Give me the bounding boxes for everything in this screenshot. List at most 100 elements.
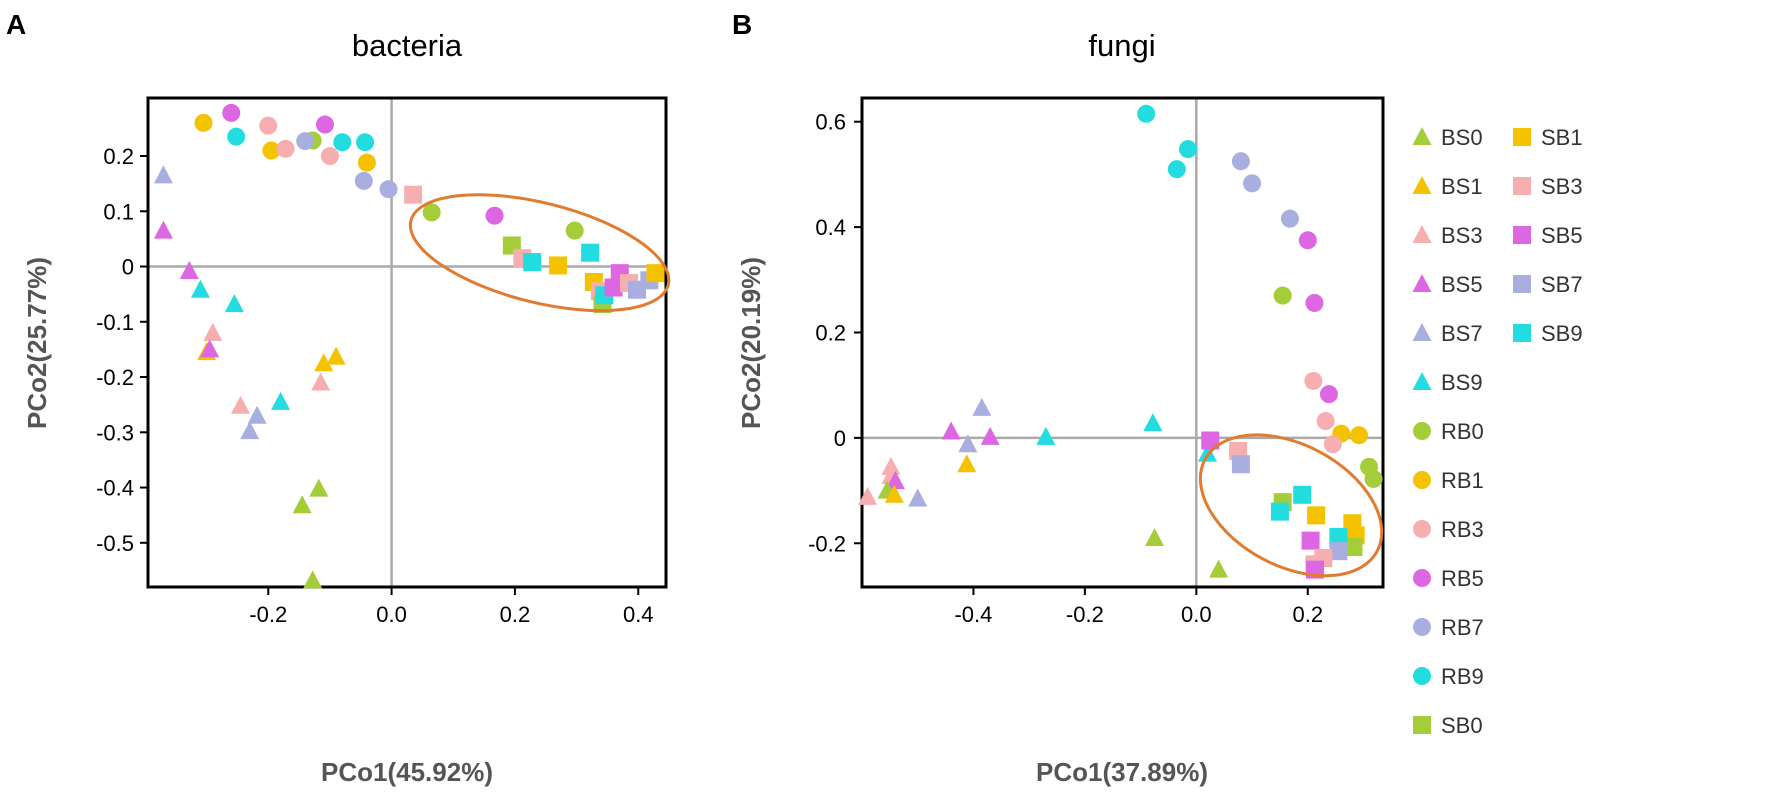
legend-label: BS1 [1441, 174, 1483, 199]
data-point-triangle [1197, 443, 1217, 462]
data-point-circle [222, 103, 241, 122]
x-axis-label-bacteria: PCo1(45.92%) [321, 757, 493, 787]
data-point-triangle [153, 165, 173, 184]
data-point-triangle [1143, 413, 1163, 432]
legend-item: RB7 [1413, 615, 1484, 640]
data-point-triangle [941, 421, 961, 440]
chart-title-bacteria: bacteria [352, 28, 463, 63]
data-point-triangle [292, 495, 312, 514]
legend-item: BS3 [1412, 223, 1483, 248]
data-point-circle [356, 133, 375, 152]
data-point-square [1231, 455, 1250, 474]
data-point-circle [1298, 231, 1317, 250]
data-point-square [1270, 502, 1289, 521]
data-point-triangle [1209, 559, 1229, 578]
cluster-ellipse [1198, 433, 1384, 578]
plot-frame [146, 96, 668, 589]
legend-label: BS3 [1441, 223, 1483, 248]
data-point-square [1301, 531, 1320, 550]
legend-label: BS5 [1441, 272, 1483, 297]
legend-marker-triangle [1412, 176, 1432, 194]
y-tick-label: -0.3 [96, 420, 134, 445]
plot-area-fungi: -0.4 -0.2 0.0 0.2 0.6 0.4 0.2 0 -0.2 [808, 96, 1385, 627]
legend: BS0 SB1 BS1 SB3 BS3 SB5 BS5 SB7 BS7 SB9 BS9 RB0 RB1 R… [1412, 125, 1583, 738]
legend-item: BS1 [1412, 174, 1483, 199]
data-point-circle [296, 132, 315, 151]
panel-letter-b: B [732, 9, 752, 40]
data-point-triangle [1036, 426, 1056, 445]
data-point-circle [1304, 371, 1323, 390]
legend-marker-triangle [1412, 372, 1432, 390]
data-point-triangle [271, 391, 291, 410]
y-tick-label: 0.2 [103, 144, 134, 169]
y-tick-label: 0.6 [815, 110, 846, 135]
y-tick-label: -0.5 [96, 531, 134, 556]
data-point-circle [259, 116, 278, 135]
y-tick-label: -0.2 [96, 365, 134, 390]
legend-item: BS7 [1412, 321, 1483, 346]
legend-label: BS9 [1441, 370, 1483, 395]
data-point-circle [1167, 160, 1186, 179]
data-point-square [646, 264, 665, 283]
data-point-square [404, 185, 423, 204]
data-point-triangle [311, 372, 331, 391]
data-point-triangle [858, 486, 878, 505]
data-point-square [549, 256, 568, 275]
data-point-triangle [972, 397, 992, 416]
data-point-circle [1316, 412, 1335, 431]
data-point-triangle [885, 471, 905, 490]
data-point-triangle [203, 322, 223, 341]
data-point-square [1344, 537, 1363, 556]
cluster-ellipse [408, 193, 671, 313]
data-point-circle [379, 180, 398, 199]
data-point-triangle [200, 339, 220, 358]
legend-item: RB1 [1413, 468, 1484, 493]
legend-item: BS0 [1412, 125, 1483, 150]
legend-marker-circle [1413, 667, 1431, 685]
legend-label: RB0 [1441, 419, 1484, 444]
legend-marker-circle [1413, 569, 1431, 587]
y-tick-label: -0.4 [96, 476, 134, 501]
data-point-circle [565, 221, 584, 240]
y-tick-label: 0.4 [815, 215, 846, 240]
data-point-circle [320, 147, 339, 166]
data-point-circle [1273, 286, 1292, 305]
data-point-triangle [224, 294, 244, 313]
legend-marker-triangle [1412, 274, 1432, 292]
x-tick-label: -0.2 [1066, 602, 1104, 627]
data-point-triangle [303, 570, 323, 589]
legend-item: RB3 [1413, 517, 1484, 542]
legend-label: RB5 [1441, 566, 1484, 591]
data-point-circle [1319, 385, 1338, 404]
data-point-circle [1137, 104, 1156, 123]
legend-marker-square [1513, 128, 1531, 146]
data-point-circle [262, 141, 281, 160]
x-tick-label: -0.2 [249, 602, 287, 627]
legend-marker-triangle [1412, 127, 1432, 145]
legend-marker-square [1513, 177, 1531, 195]
data-point-circle [1178, 140, 1197, 159]
legend-marker-circle [1413, 422, 1431, 440]
x-tick-label: 0.0 [376, 602, 407, 627]
data-point-circle [276, 139, 295, 158]
data-point-square [581, 243, 600, 262]
panel-bacteria: A bacteria PCo1(45.92%) PCo2(25.77%) -0.… [6, 9, 671, 787]
legend-item: BS5 [1412, 272, 1483, 297]
data-point-triangle [240, 421, 260, 440]
data-point-triangle [884, 484, 904, 503]
data-point-square [1329, 527, 1348, 546]
legend-item: SB9 [1513, 321, 1583, 346]
y-axis-label-bacteria: PCo2(25.77%) [22, 257, 52, 429]
legend-label: RB9 [1441, 664, 1484, 689]
data-point-triangle [326, 346, 346, 365]
data-point-triangle [309, 478, 329, 497]
data-point-triangle [908, 488, 928, 507]
data-point-circle [1305, 293, 1324, 312]
data-point-square [1307, 506, 1326, 525]
y-tick-label: 0.2 [815, 320, 846, 345]
x-tick-label: 0.0 [1181, 602, 1212, 627]
plot-frame [860, 96, 1385, 589]
x-axis-label-fungi: PCo1(37.89%) [1036, 757, 1208, 787]
data-point-square [523, 253, 542, 272]
data-point-circle [1280, 209, 1299, 228]
